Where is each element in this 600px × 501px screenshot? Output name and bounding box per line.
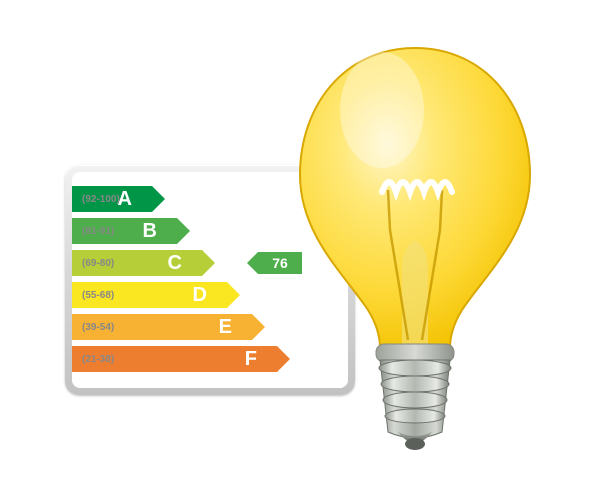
indicator-arrow-icon [247, 252, 258, 274]
rating-range: (39-54) [82, 322, 114, 333]
bar-arrow-tip [177, 218, 190, 244]
stage: A(92-100)B(81-91)C(69-80)76D(55-68)E(39-… [0, 0, 600, 501]
rating-range: (21-38) [82, 354, 114, 365]
bar-arrow-tip [202, 250, 215, 276]
bulb-highlight [340, 52, 424, 168]
rating-range: (55-68) [82, 290, 114, 301]
rating-letter: D [193, 285, 207, 305]
rating-letter: E [219, 317, 232, 337]
lightbulb-icon [290, 40, 540, 460]
bar-arrow-tip [277, 346, 290, 372]
rating-letter: C [168, 253, 182, 273]
rating-range: (81-91) [82, 226, 114, 237]
rating-range: (92-100) [82, 194, 120, 205]
bulb-tip-cap [405, 438, 425, 450]
bulb-collar [376, 344, 454, 362]
bar-arrow-tip [152, 186, 165, 212]
rating-letter: F [245, 349, 257, 369]
bar-arrow-tip [227, 282, 240, 308]
rating-letter: B [143, 221, 157, 241]
rating-range: (69-80) [82, 258, 114, 269]
bar-arrow-tip [252, 314, 265, 340]
